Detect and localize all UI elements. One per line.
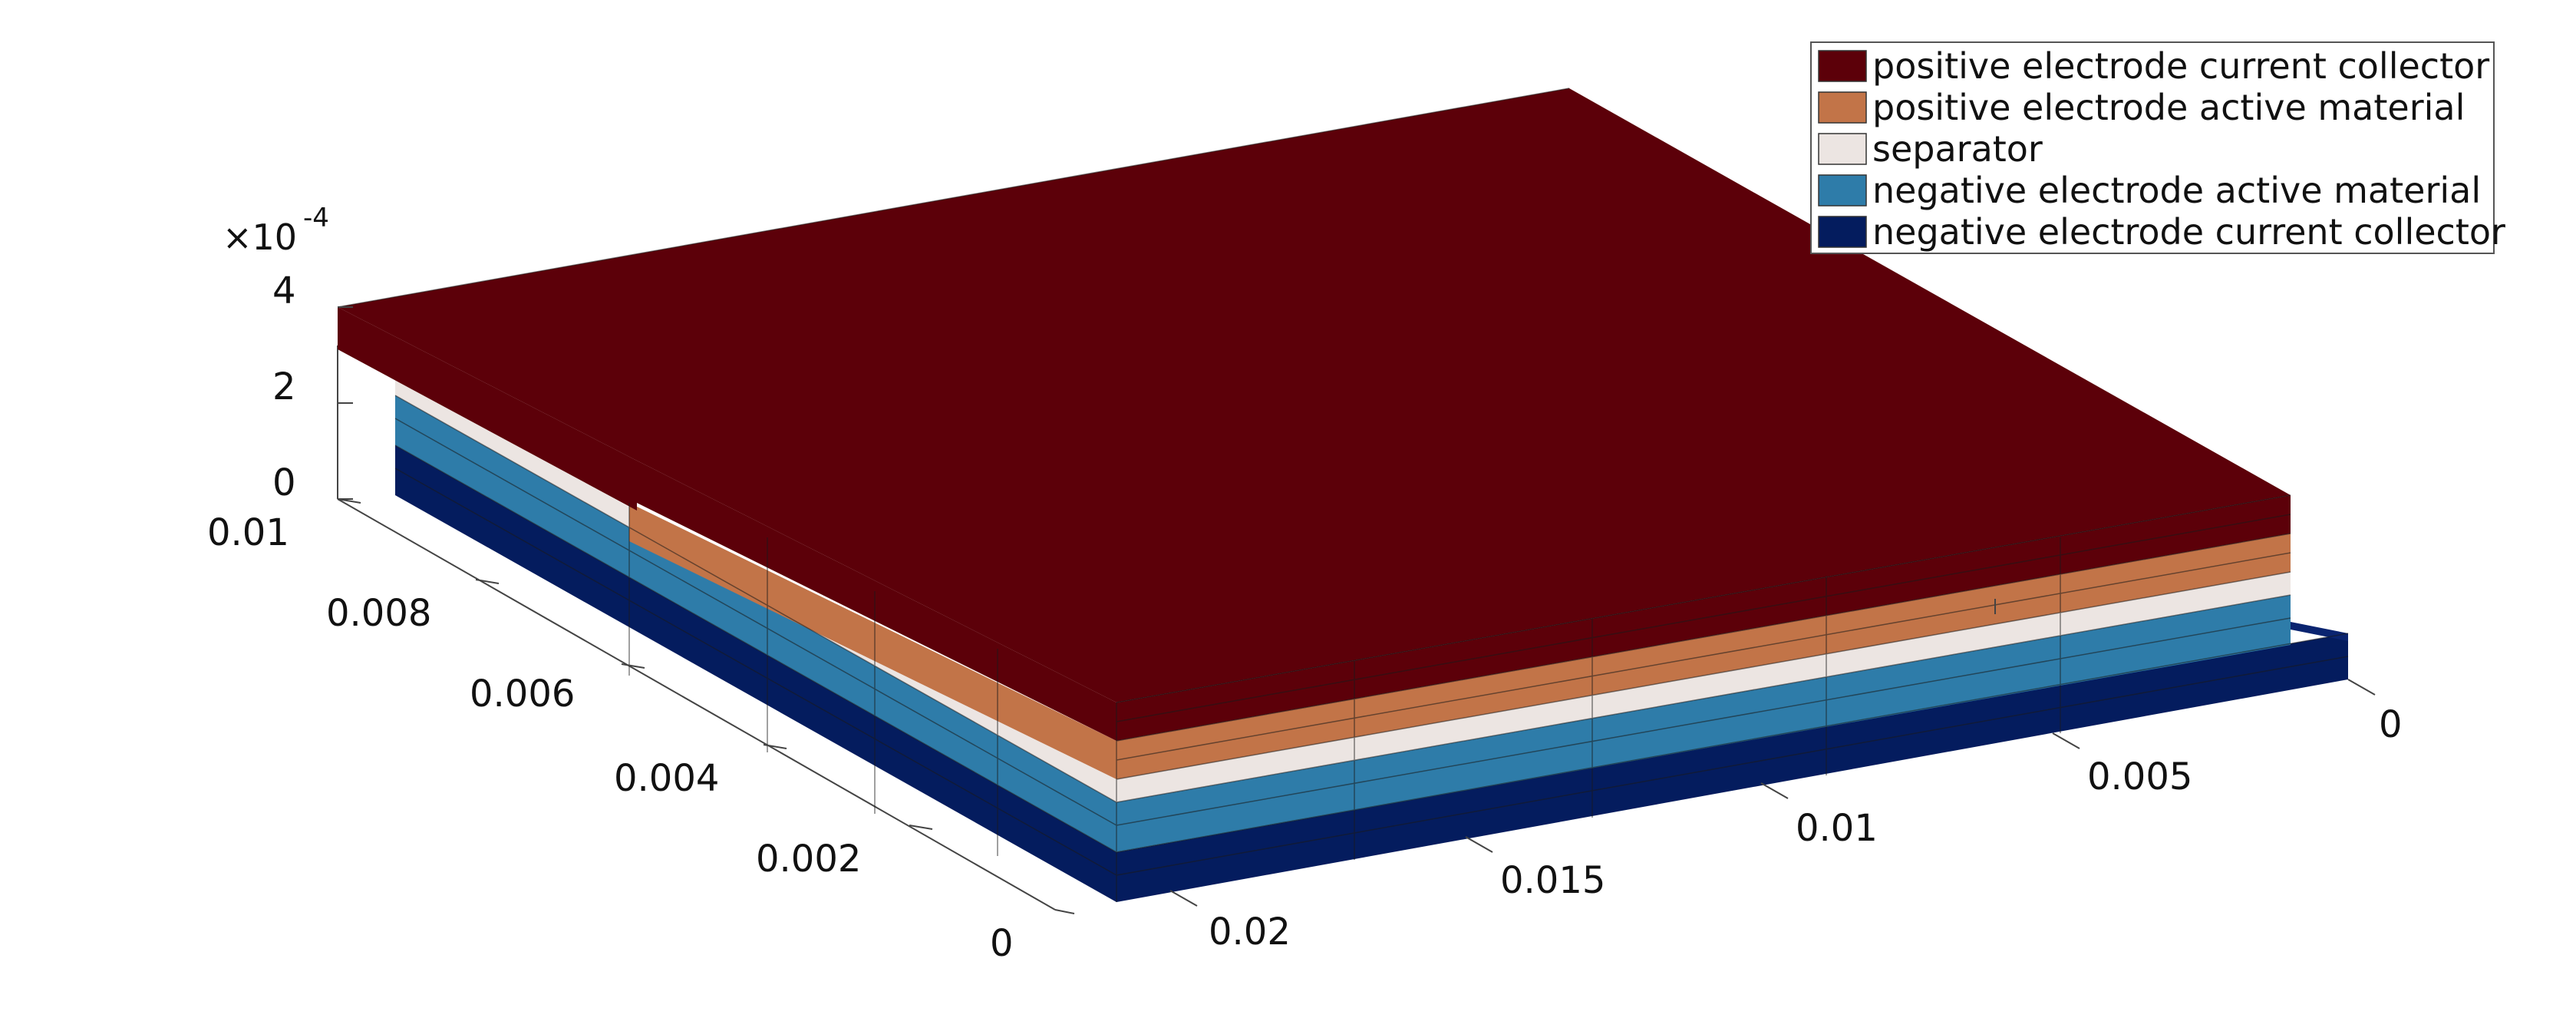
legend-swatch: [1818, 133, 1867, 165]
mesh-lines: [337, 88, 2349, 902]
pam-front-face: [629, 503, 1116, 779]
legend-swatch: [1818, 174, 1867, 207]
x-tick-label: 0.015: [1500, 859, 1605, 902]
x-tick-label: 0: [2379, 703, 2403, 746]
y-tick-label: 0: [990, 922, 1014, 965]
x-tick-label: 0.02: [1209, 911, 1291, 954]
tick-marks: [337, 306, 2376, 914]
y-tick-label: 0.006: [470, 673, 575, 716]
battery-slab: [337, 88, 2349, 902]
legend-swatch: [1818, 50, 1867, 82]
ncc-right-face: [1116, 633, 2348, 902]
legend-label: positive electrode active material: [1872, 87, 2465, 128]
x-tick-label: 0.005: [2087, 755, 2192, 798]
ncc-front-face: [395, 445, 1116, 902]
legend-swatch: [1818, 91, 1867, 124]
pcc-front-face: [637, 461, 1116, 741]
y-tick-label: 0.002: [756, 838, 861, 881]
z-axis-exponent-base: ×10: [223, 216, 297, 258]
legend-label: negative electrode current collector: [1872, 211, 2505, 253]
legend-label: positive electrode current collector: [1872, 45, 2489, 87]
x-tick-label: 0.01: [1796, 807, 1878, 850]
pcc-tab-front: [338, 307, 637, 511]
separator-right-face: [1116, 572, 2291, 802]
y-tick-label: 0.004: [614, 757, 719, 800]
pcc-top-face: [338, 88, 2291, 702]
z-tick-label: 4: [272, 269, 296, 312]
legend-label: separator: [1872, 128, 2043, 170]
z-axis-exponent-power: -4: [303, 203, 329, 233]
legend-swatch: [1818, 216, 1867, 248]
y-tick-label: 0.01: [207, 511, 289, 554]
legend-label: negative electrode active material: [1872, 170, 2481, 211]
legend-box: [1810, 41, 2495, 254]
y-tick-label: 0.008: [326, 592, 431, 635]
nam-front-face: [395, 395, 1116, 852]
y-axis-line: [337, 498, 1056, 911]
legend: positive electrode current collector pos…: [1810, 41, 2505, 254]
nam-right-face: [1116, 595, 2291, 852]
z-tick-label: 0: [272, 461, 296, 504]
z-tick-label: 2: [272, 365, 296, 408]
